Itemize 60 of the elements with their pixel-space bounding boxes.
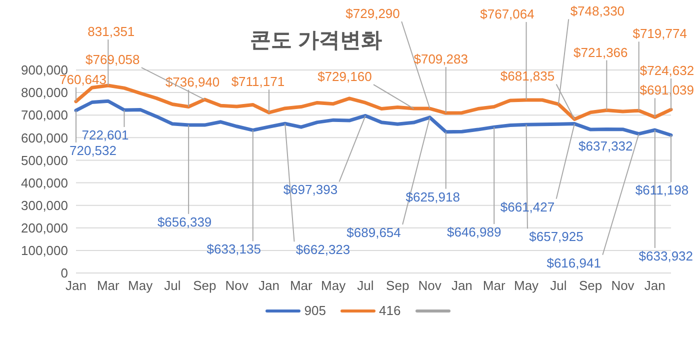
data-label: $661,427 xyxy=(500,199,555,214)
data-label: $689,654 xyxy=(346,224,401,240)
data-label: $724,632 xyxy=(640,63,694,78)
x-tick-label: May xyxy=(321,278,346,294)
x-tick-label: Jan xyxy=(644,278,666,294)
data-label: $662,323 xyxy=(296,242,350,258)
data-label: $729,290 xyxy=(346,6,400,22)
x-tick-label: May xyxy=(128,278,154,294)
data-label: 720,532 xyxy=(70,142,116,158)
x-tick-label: Mar xyxy=(290,278,313,294)
x-tick-label: Sep xyxy=(386,278,410,294)
x-tick-label: Jul xyxy=(550,278,567,294)
data-label: $646,989 xyxy=(446,224,502,240)
x-tick-label: Sep xyxy=(579,278,602,294)
data-label: $637,332 xyxy=(578,138,633,154)
data-label: $748,330 xyxy=(570,4,625,19)
data-label: $657,925 xyxy=(529,229,584,244)
y-tick-label: 100,000 xyxy=(21,243,68,258)
data-label: $656,339 xyxy=(157,214,212,230)
data-label: $611,198 xyxy=(635,182,689,198)
x-tick-label: Jan xyxy=(258,278,280,294)
data-label: $736,940 xyxy=(165,74,220,90)
data-label: 831,351 xyxy=(88,24,135,39)
data-label: 722,601 xyxy=(82,128,129,143)
x-tick-label: Nov xyxy=(418,278,442,294)
x-tick-label: Jan xyxy=(66,278,86,294)
y-tick-label: 0 xyxy=(60,266,68,281)
data-label: $729,160 xyxy=(318,69,372,84)
data-label: $697,393 xyxy=(283,182,338,198)
data-label: $633,135 xyxy=(206,242,262,257)
data-label: $633,932 xyxy=(638,248,694,264)
x-tick-label: Mar xyxy=(96,278,120,294)
data-label: $691,039 xyxy=(640,82,694,98)
x-tick-label: Nov xyxy=(611,278,635,294)
data-label: $711,171 xyxy=(231,74,285,90)
y-tick-label: 700,000 xyxy=(21,108,68,123)
legend-label: 416 xyxy=(379,303,401,318)
y-tick-label: 800,000 xyxy=(21,85,68,100)
data-label: $767,064 xyxy=(480,6,534,22)
legend-label: 905 xyxy=(304,303,326,318)
y-tick-label: 500,000 xyxy=(21,152,68,168)
y-tick-label: 300,000 xyxy=(21,198,68,213)
x-tick-label: Mar xyxy=(482,278,506,294)
data-label: $719,774 xyxy=(632,26,687,42)
x-tick-label: Nov xyxy=(225,278,249,294)
x-tick-label: Jul xyxy=(357,278,374,294)
y-tick-label: 200,000 xyxy=(21,220,68,236)
data-label: $721,366 xyxy=(574,44,628,60)
data-label: $709,283 xyxy=(414,52,468,67)
chart-title: 콘도 가격변화 xyxy=(250,28,382,54)
data-label: $625,918 xyxy=(406,189,460,204)
data-label: $769,058 xyxy=(86,52,140,68)
y-tick-label: 600,000 xyxy=(21,130,68,146)
x-tick-label: Sep xyxy=(193,278,216,294)
data-label: $616,941 xyxy=(546,255,601,270)
data-label: $681,835 xyxy=(500,68,555,84)
y-tick-label: 400,000 xyxy=(21,175,68,190)
x-tick-label: Jan xyxy=(451,278,472,294)
x-tick-label: Jul xyxy=(164,278,181,294)
x-tick-label: May xyxy=(514,278,540,294)
